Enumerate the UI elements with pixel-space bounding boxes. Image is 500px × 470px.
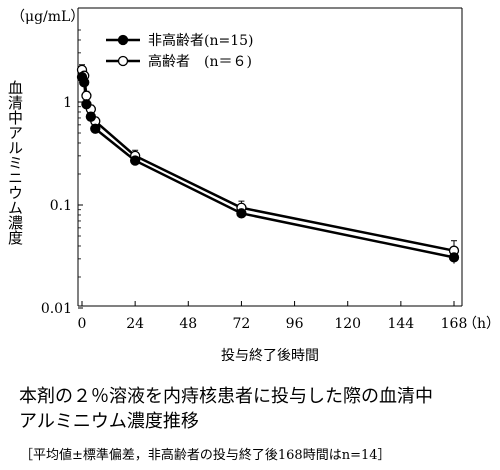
caption-line-1: 本剤の２％溶液を内痔核患者に投与した際の血清中 [19,386,433,407]
y-tick-label: 1 [63,95,72,111]
figure-caption: 本剤の２％溶液を内痔核患者に投与した際の血清中 アルミニウム濃度推移 [19,384,433,434]
x-tick-label: 168 [441,316,468,332]
x-tick-label: 24 [126,316,144,332]
data-point-filled [90,123,101,134]
x-tick-label: 72 [233,316,251,332]
legend-marker-filled [117,34,129,46]
series-line [80,76,455,259]
data-point-open [81,90,92,101]
y-axis-label: 血清中アルミニウム濃度 [6,80,24,245]
x-tick-label: 48 [179,316,197,332]
y-axis-unit: （μg/mL） [11,9,85,25]
y-tick-label: 0.01 [41,301,72,317]
x-tick-label: 0 [78,316,87,332]
data-point-filled [236,208,247,219]
caption-line-2: アルミニウム濃度推移 [19,411,199,432]
y-tick-label: 0.1 [50,198,72,214]
figure-note: ［平均値±標準偏差，非高齢者の投与終了後168時間はn=14］ [20,448,391,463]
x-tick-label: 144 [387,316,414,332]
x-tick-label: 120 [334,316,361,332]
data-point-filled [81,99,92,110]
legend-label: 非高齢者(n=15) [148,32,254,49]
x-tick-label: 96 [286,316,304,332]
data-point-filled [129,155,141,166]
x-axis-label: 投与終了後時間 [221,348,319,364]
concentration-chart: 0.01 0.1 1 0 24 48 72 96 120 144 168（h） 非高齢者(n=15) 高… [41,7,500,332]
legend-label: 高齢者 (n＝６) [148,53,252,70]
data-point-filled [79,77,90,88]
data-point-filled [85,111,97,122]
data-point-filled [448,252,460,263]
x-axis-unit: （h） [463,316,500,332]
legend-marker-open [117,55,129,67]
